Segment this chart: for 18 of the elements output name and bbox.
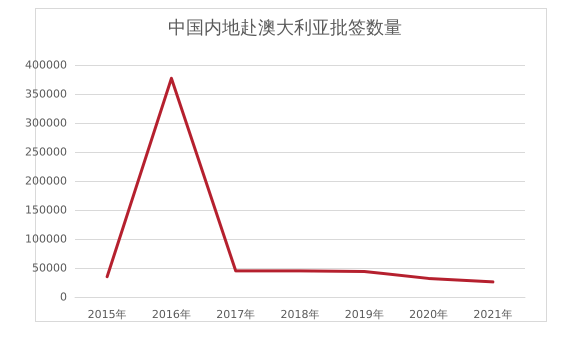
y-tick-label: 150000 — [25, 204, 67, 216]
x-tick-label: 2015年 — [88, 308, 127, 321]
y-tick-label: 200000 — [25, 174, 67, 188]
x-tick-label: 2019年 — [344, 308, 384, 321]
chart-title: 中国内地赴澳大利亚批签数量 — [168, 18, 402, 38]
y-tick-label: 400000 — [25, 58, 67, 72]
y-tick-label: 50000 — [32, 262, 67, 274]
y-tick-label: 250000 — [25, 146, 67, 158]
y-tick-label: 350000 — [25, 88, 67, 100]
y-tick-label: 0 — [60, 290, 67, 304]
y-tick-label: 300000 — [25, 116, 67, 130]
x-tick-label: 2021年 — [473, 308, 512, 321]
y-tick-label: 100000 — [25, 232, 67, 246]
x-tick-label: 2016年 — [152, 308, 191, 321]
line-series — [106, 76, 494, 284]
x-tick-label: 2020年 — [409, 308, 448, 321]
x-tick-label: 2017年 — [216, 308, 256, 321]
x-tick-label: 2018年 — [280, 308, 320, 321]
